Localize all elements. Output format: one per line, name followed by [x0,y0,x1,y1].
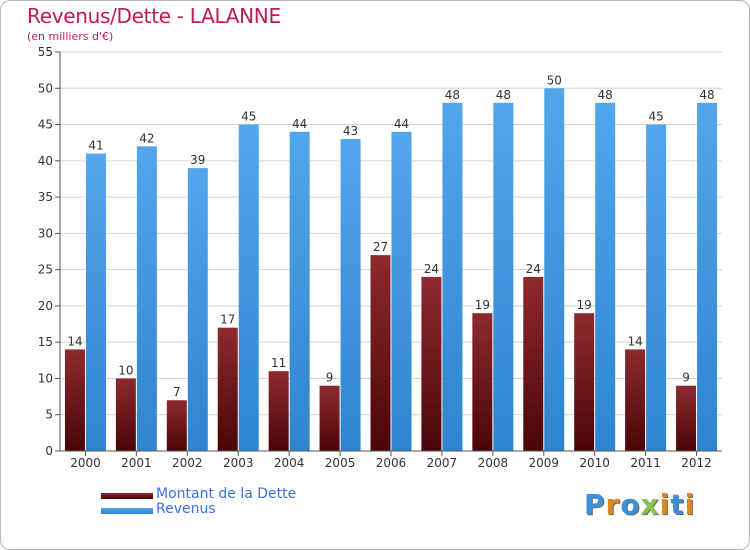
data-label-montant-de-la-dette-2006: 27 [373,240,388,254]
logo-letter: P [584,488,606,521]
logo-letter: x [640,488,660,521]
data-label-revenus-2004: 44 [292,117,307,131]
data-label-montant-de-la-dette-2002: 7 [173,385,181,399]
x-tick-label: 2005 [325,456,356,470]
y-tick-label: 45 [38,118,53,132]
data-label-revenus-2002: 39 [190,153,205,167]
x-tick-label: 2008 [478,456,509,470]
bar-revenus-2009 [544,88,565,451]
y-tick-label: 35 [38,190,53,204]
data-label-revenus-2008: 48 [496,88,511,102]
data-label-revenus-2007: 48 [445,88,460,102]
legend-swatch-revenue [101,508,153,514]
logo-letter: i [684,488,696,521]
bar-montant-de-la-dette-2008 [472,313,493,451]
data-label-montant-de-la-dette-2008: 19 [475,298,490,312]
bar-revenus-2007 [442,102,463,452]
bar-revenus-2002 [187,168,208,451]
data-label-montant-de-la-dette-2007: 24 [424,262,439,276]
y-tick-label: 50 [38,81,53,95]
logo-letter: r [605,488,621,521]
x-tick-label: 2006 [376,456,407,470]
x-tick-label: 2003 [223,456,254,470]
x-tick-label: 2004 [274,456,305,470]
bar-montant-de-la-dette-2007 [421,276,442,451]
bar-revenus-2000 [85,153,106,451]
data-label-montant-de-la-dette-2004: 11 [271,356,286,370]
y-tick-label: 25 [38,263,53,277]
legend-swatch-debt [101,493,153,499]
legend-label-revenue: Revenus [156,501,216,517]
data-label-montant-de-la-dette-2005: 9 [326,371,334,385]
data-label-montant-de-la-dette-2001: 10 [118,363,133,377]
bar-revenus-2011 [646,124,667,451]
legend-label-debt: Montant de la Dette [156,486,297,502]
bar-revenus-2003 [238,124,259,451]
y-tick-label: 30 [38,226,53,240]
y-tick-label: 55 [38,45,53,59]
bar-revenus-2005 [340,139,361,451]
x-tick-label: 2010 [579,456,610,470]
logo-letter: o [620,488,641,521]
data-label-revenus-2011: 45 [648,110,663,124]
y-tick-label: 40 [38,154,53,168]
proxiti-logo: Proxiti [584,488,695,521]
bar-montant-de-la-dette-2010 [574,313,595,451]
logo-letter: t [670,488,685,521]
bar-revenus-2004 [289,131,310,452]
bar-revenus-2006 [391,131,412,452]
data-label-montant-de-la-dette-2000: 14 [67,334,82,348]
data-label-revenus-2006: 44 [394,117,409,131]
data-label-revenus-2005: 43 [343,124,358,138]
y-tick-label: 10 [38,371,53,385]
data-label-revenus-2001: 42 [139,131,154,145]
y-tick-label: 0 [45,444,53,458]
data-label-montant-de-la-dette-2011: 14 [627,334,642,348]
bar-revenus-2012 [697,102,718,452]
y-tick-label: 5 [45,408,53,422]
data-label-revenus-2003: 45 [241,110,256,124]
x-tick-label: 2002 [172,456,203,470]
x-tick-label: 2011 [630,456,661,470]
chart-title: Revenus/Dette - LALANNE [27,4,281,28]
bar-montant-de-la-dette-2001 [115,378,136,451]
bar-montant-de-la-dette-2000 [64,349,85,451]
bar-revenus-2001 [136,146,157,452]
chart-subtitle: (en milliers d'€) [27,30,114,43]
bar-montant-de-la-dette-2011 [625,349,646,451]
bar-montant-de-la-dette-2002 [166,400,187,451]
data-label-revenus-2010: 48 [598,88,613,102]
data-label-revenus-2012: 48 [699,88,714,102]
bar-montant-de-la-dette-2005 [319,385,340,451]
bar-revenus-2008 [493,102,514,452]
bar-montant-de-la-dette-2012 [676,385,697,451]
data-label-revenus-2000: 41 [88,139,103,153]
x-tick-label: 2000 [70,456,101,470]
x-tick-label: 2007 [427,456,458,470]
bar-revenus-2010 [595,102,616,452]
data-label-montant-de-la-dette-2003: 17 [220,313,235,327]
logo-letter: i [659,488,671,521]
bar-montant-de-la-dette-2009 [523,276,544,451]
y-tick-label: 15 [38,335,53,349]
data-label-montant-de-la-dette-2012: 9 [682,371,690,385]
y-tick-label: 20 [38,299,53,313]
data-label-montant-de-la-dette-2010: 19 [577,298,592,312]
data-label-montant-de-la-dette-2009: 24 [526,262,541,276]
x-tick-label: 2012 [681,456,712,470]
bar-montant-de-la-dette-2004 [268,371,289,451]
x-tick-label: 2009 [528,456,559,470]
bar-montant-de-la-dette-2006 [370,255,391,451]
bar-montant-de-la-dette-2003 [217,327,238,451]
data-label-revenus-2009: 50 [547,73,562,87]
x-tick-label: 2001 [121,456,152,470]
